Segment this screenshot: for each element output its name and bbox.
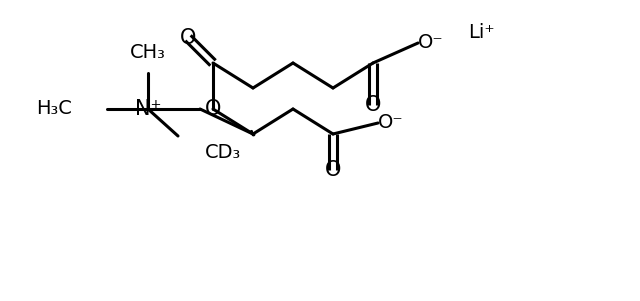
Text: O: O — [325, 160, 341, 180]
Text: O⁻: O⁻ — [418, 33, 444, 52]
Text: CH₃: CH₃ — [130, 44, 166, 63]
Text: H₃C: H₃C — [36, 100, 72, 119]
Text: N⁺: N⁺ — [135, 99, 161, 119]
Text: CD₃: CD₃ — [205, 144, 241, 163]
Text: O: O — [205, 99, 221, 119]
Text: O: O — [365, 95, 381, 115]
Text: O⁻: O⁻ — [378, 113, 404, 132]
Text: O: O — [180, 28, 196, 48]
Text: Li⁺: Li⁺ — [468, 23, 495, 42]
